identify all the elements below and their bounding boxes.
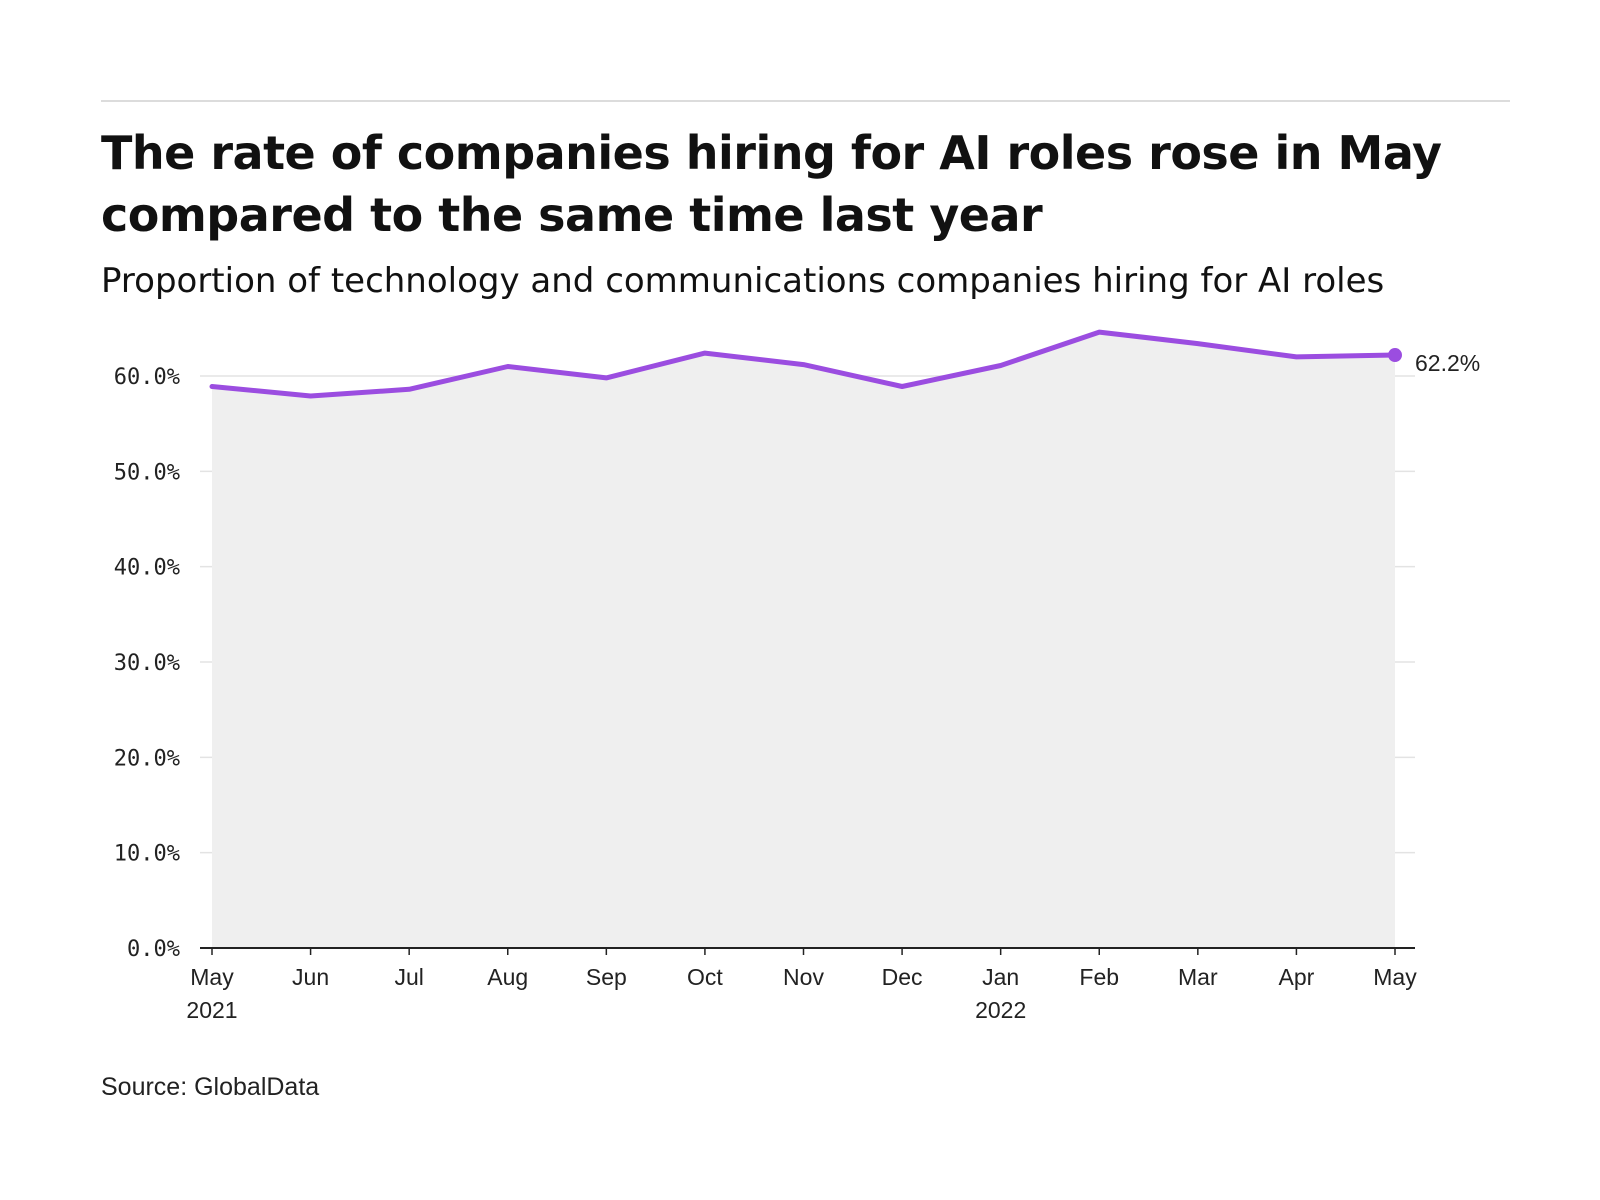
y-tick-label: 20.0% [114,746,180,771]
x-tick-label: May [1373,964,1417,990]
y-tick-label: 30.0% [114,651,180,676]
x-tick-label: Oct [687,964,723,990]
series-line [209,329,1398,399]
x-tick-label: Apr [1279,964,1315,990]
top-rule [101,100,1510,102]
y-axis-ticks: 0.0% 10.0% 20.0% 30.0% 40.0% 50.0% 60.0% [114,365,180,962]
chart-title: The rate of companies hiring for AI role… [101,126,1442,242]
x-tick-label: Feb [1079,964,1119,990]
end-data-point [1388,348,1402,363]
x-tick-label: Jun [292,964,329,990]
x-axis-ticks: May 2021 Jun Jul Aug Sep Oct Nov Dec Jan 2022 Feb Ma… [186,948,1417,1023]
x-tick-label: 2021 [186,997,237,1023]
x-tick-label: 2022 [975,997,1026,1023]
x-tick-label: Nov [783,964,824,990]
source-note: Source: GlobalData [101,1073,320,1101]
y-tick-label: 50.0% [114,460,180,485]
data-points [1388,348,1402,363]
x-tick-label: Aug [487,964,528,990]
end-value-label: 62.2% [1415,350,1480,376]
area-fill [212,332,1395,949]
x-tick-label: Sep [586,964,627,990]
y-tick-label: 10.0% [114,842,180,867]
y-tick-label: 60.0% [114,365,180,390]
x-tick-label: May [190,964,234,990]
x-tick-label: Dec [882,964,923,990]
y-tick-label: 40.0% [114,556,180,581]
y-tick-label: 0.0% [127,937,180,962]
chart-subtitle: Proportion of technology and communicati… [101,261,1385,301]
x-tick-label: Mar [1178,964,1218,990]
x-tick-label: Jul [394,964,423,990]
x-tick-label: Jan [982,964,1019,990]
